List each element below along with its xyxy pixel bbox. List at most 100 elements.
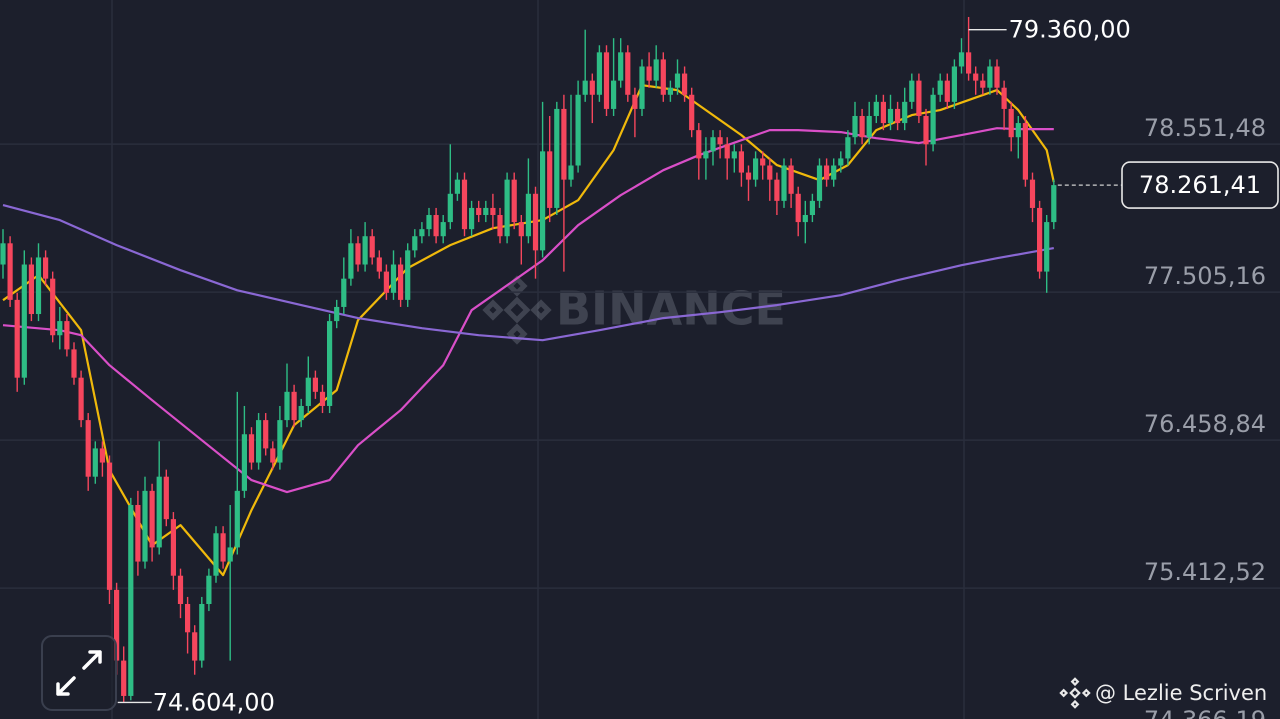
candle-body <box>1022 123 1028 180</box>
candle-body <box>689 94 695 131</box>
candle-body <box>1029 179 1036 208</box>
candle-body <box>895 108 901 124</box>
moving-average-line <box>2 204 1054 342</box>
candle-body <box>809 200 815 216</box>
candle-body <box>376 257 382 272</box>
moving-average-line <box>2 127 1054 494</box>
candle-body <box>738 151 744 173</box>
candle-body <box>433 215 439 237</box>
candle-body <box>767 165 773 180</box>
candle-body <box>497 215 503 237</box>
candle-body <box>511 179 517 223</box>
button-frame[interactable] <box>41 635 117 711</box>
candle-body <box>199 604 205 661</box>
candle-body <box>0 243 6 265</box>
candle-body <box>227 547 233 562</box>
last-price-box <box>1121 161 1279 209</box>
candle-body <box>717 137 723 145</box>
candle-body <box>753 158 759 180</box>
candle-body <box>1037 207 1043 272</box>
candle-body <box>248 434 255 463</box>
candle-body <box>177 575 184 605</box>
candle-body <box>149 490 155 548</box>
candle-body <box>43 257 49 279</box>
candle-body <box>639 66 645 109</box>
candle-body <box>398 264 404 300</box>
candle-body <box>653 59 659 81</box>
candle-body <box>142 490 148 562</box>
candle-body <box>334 306 340 322</box>
candle-body <box>163 476 169 520</box>
candle-body <box>724 144 730 159</box>
candle-body <box>575 94 581 166</box>
candle-body <box>973 73 979 81</box>
candle-body <box>1008 108 1014 138</box>
candle-body <box>277 420 283 463</box>
fullscreen-button[interactable] <box>41 635 117 711</box>
candle-body <box>135 504 141 562</box>
candle-body <box>880 101 886 124</box>
candle-body <box>909 80 915 102</box>
candle-body <box>454 179 460 194</box>
candle-body <box>525 193 531 237</box>
candle-body <box>696 130 702 159</box>
candle-body <box>206 575 212 605</box>
candle-body <box>106 462 113 590</box>
candle-body <box>632 94 638 109</box>
candle-body <box>781 165 787 201</box>
candle-body <box>383 271 389 293</box>
candle-body <box>319 391 326 406</box>
candle-body <box>703 151 709 159</box>
candle-body <box>682 73 688 95</box>
candle-body <box>121 660 127 696</box>
candle-body <box>7 243 13 300</box>
candle-body <box>234 490 240 548</box>
candle-body <box>369 236 375 258</box>
expand-icon[interactable] <box>56 650 102 696</box>
candle-body <box>50 278 56 336</box>
candle-body <box>859 115 865 138</box>
candle-body <box>92 448 98 477</box>
candle-body <box>263 420 269 449</box>
candle-body <box>21 264 27 378</box>
candle-body <box>987 66 993 88</box>
candle-body <box>405 250 411 300</box>
candle-body <box>788 165 794 194</box>
candle-body <box>490 207 496 216</box>
candle-body <box>483 207 489 216</box>
candle-body <box>816 165 823 201</box>
candle-body <box>674 73 681 88</box>
candle-body <box>831 165 837 180</box>
candle-body <box>327 321 333 406</box>
candle-body <box>476 207 482 216</box>
y-tick-label: 78.551,48 <box>1144 114 1266 142</box>
candle-body <box>185 604 191 633</box>
candle-body <box>192 632 198 661</box>
candle-body <box>731 151 737 159</box>
low-label: 74.604,00 <box>153 688 275 716</box>
candle-body <box>582 80 588 95</box>
candle-body <box>412 236 418 251</box>
candle-body <box>561 108 567 180</box>
candle-body <box>930 94 936 145</box>
candle-body <box>887 108 894 124</box>
candle-body <box>824 165 830 180</box>
candle-body <box>241 434 247 491</box>
candle-body <box>28 264 34 315</box>
last-price-label: 78.261,41 <box>1139 171 1261 199</box>
grid <box>0 143 1280 589</box>
watermark: BINANCE <box>482 275 786 345</box>
candle-body <box>958 52 965 67</box>
candle-body <box>114 589 120 661</box>
candle-body <box>426 215 432 230</box>
candle-body <box>951 66 957 102</box>
candle-body <box>128 504 134 696</box>
candle-body <box>355 243 361 265</box>
candle-body <box>745 172 752 180</box>
candle-body <box>64 321 70 350</box>
candle-body <box>78 377 84 421</box>
candle-body <box>312 377 318 392</box>
candle-body <box>99 448 105 463</box>
credit: @ Lezlie Scriven <box>1059 677 1267 709</box>
candle-body <box>14 299 20 378</box>
